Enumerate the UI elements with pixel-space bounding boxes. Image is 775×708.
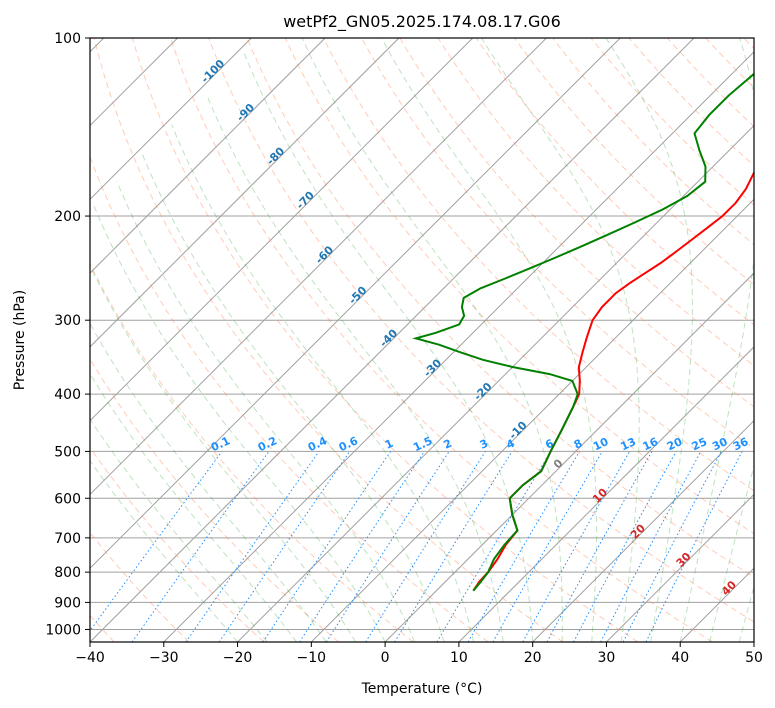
x-tick-label: 10: [450, 650, 468, 666]
mixing-ratio-line: [185, 451, 320, 642]
mixing-ratio-label: 16: [641, 435, 661, 453]
mixing-ratio-label: 20: [665, 435, 685, 453]
mixing-ratio-line: [645, 451, 743, 642]
moist-adiabat-line: [481, 38, 640, 642]
isotherm-line: [90, 38, 400, 348]
isotherm-line: [237, 124, 754, 642]
dry-adiabat-line: [131, 38, 639, 642]
y-tick-label: 100: [54, 31, 81, 47]
dry-adiabat-line: [552, 38, 754, 246]
isotherm-line: [90, 38, 695, 642]
dry-adiabat-line: [208, 38, 754, 623]
moist-adiabat-line: [90, 459, 238, 642]
mixing-ratio-line: [325, 451, 450, 642]
isotherm-line: [606, 493, 754, 642]
isotherm-line: [384, 272, 754, 642]
isotherm-line: [90, 38, 252, 201]
dry-adiabat-line: [93, 38, 564, 642]
dry-adiabat-line: [90, 262, 414, 642]
moist-adiabat-line: [605, 38, 693, 642]
isotherm-line: [90, 38, 621, 569]
dry-adiabat-line: [246, 38, 754, 578]
moist-adiabat-line: [206, 95, 504, 642]
y-tick-label: 800: [54, 565, 81, 581]
y-tick-label: 200: [54, 209, 81, 225]
isotherm-line: [532, 419, 754, 642]
moist-adiabat-line: [381, 38, 598, 642]
isotherm-line: [90, 38, 326, 274]
x-tick-label: −30: [149, 650, 179, 666]
y-axis-label: Pressure (hPa): [12, 290, 28, 390]
isotherm-line: [458, 346, 754, 642]
x-tick-label: 30: [598, 650, 616, 666]
dewpoint-profile-line: [412, 72, 754, 592]
y-tick-label: 900: [54, 595, 81, 611]
isotherm-line: [310, 198, 754, 642]
isotherm-line: [163, 51, 754, 642]
moist-adiabat-line: [301, 38, 563, 642]
moist-adiabat-line: [242, 50, 534, 642]
dry-adiabat-line: [361, 38, 754, 449]
x-tick-label: 50: [745, 650, 763, 666]
y-tick-label: 400: [54, 387, 81, 403]
mixing-ratio-line: [622, 451, 722, 642]
y-tick-label: 700: [54, 531, 81, 547]
y-tick-label: 600: [54, 491, 81, 507]
mixing-ratio-line: [262, 451, 392, 642]
mixing-ratio-label: 36: [731, 435, 751, 453]
mixing-ratio-line: [394, 451, 513, 642]
mixing-ratio-line: [131, 451, 270, 642]
isotherm-line: [90, 38, 474, 422]
y-tick-label: 500: [54, 444, 81, 460]
moist-adiabat-line: [90, 322, 327, 642]
y-tick-label: 300: [54, 313, 81, 329]
y-axis-ticks: 1000 900 800 700 600 500 400 300 200 100: [45, 31, 90, 638]
mixing-ratio-line: [522, 451, 631, 642]
moist-adiabat-line: [92, 202, 386, 642]
mixing-ratio-line: [218, 451, 351, 642]
mixing-ratio-label: 25: [690, 435, 709, 453]
moist-adiabat-line: [90, 264, 357, 642]
dry-adiabat-line: [90, 446, 265, 642]
mixing-ratio-line: [90, 451, 223, 632]
x-axis-label: Temperature (°C): [361, 681, 483, 697]
dry-adiabat-line: [628, 38, 754, 167]
x-tick-label: −40: [75, 650, 105, 666]
moist-adiabat-line: [709, 463, 754, 642]
chart-title: wetPf2_GN05.2025.174.08.17.G06: [283, 12, 561, 32]
moist-adiabat-line: [90, 372, 297, 642]
x-tick-label: −20: [223, 650, 253, 666]
x-axis-ticks: −40 −30 −20 −10 0 10 20 30 40 50: [75, 642, 763, 666]
dry-adiabat-line: [399, 38, 754, 408]
moist-adiabat-line: [116, 181, 416, 642]
x-tick-label: 40: [671, 650, 689, 666]
moist-adiabat-line: [171, 124, 475, 642]
isotherm-line: [90, 38, 547, 496]
mixing-ratio-label: 10: [591, 435, 611, 453]
moist-adiabat-line: [679, 38, 754, 642]
x-tick-label: −10: [297, 650, 327, 666]
mixing-ratio-line: [299, 451, 425, 642]
mixing-ratio-line: [573, 451, 677, 642]
x-tick-label: 0: [381, 650, 390, 666]
plot-frame: [89, 37, 755, 643]
dry-adiabat-line: [514, 38, 754, 286]
dry-adiabat-line: [437, 38, 754, 367]
mixing-ratio-label: 30: [710, 435, 730, 453]
dry-adiabat-line: [322, 38, 754, 492]
x-tick-label: 20: [524, 650, 542, 666]
mixing-ratio-label: 13: [619, 435, 638, 453]
plot-area: 0.1 0.2 0.4 0.6 1 1.5 2 3 4 6 8 10 13 16 20 25 30 36-100-…: [90, 38, 754, 642]
moist-adiabat-line: [738, 585, 754, 642]
moist-adiabat-line: [140, 150, 445, 642]
y-tick-label: 1000: [45, 622, 81, 638]
moist-adiabat-line: [90, 418, 268, 642]
mixing-ratio-line: [546, 451, 653, 642]
